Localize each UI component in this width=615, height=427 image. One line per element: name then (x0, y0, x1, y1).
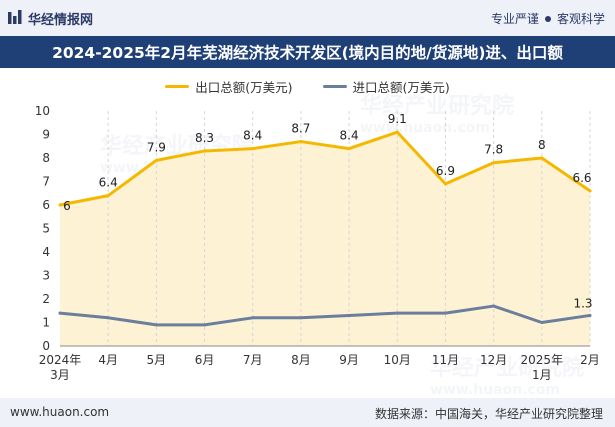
import-line (58, 304, 592, 327)
x-tick-label-1: 4月 (98, 353, 118, 367)
legend-swatch-import (322, 84, 347, 88)
y-tick-label-1: 1 (42, 316, 50, 330)
import-point-11 (588, 313, 592, 317)
import-point-6 (347, 313, 351, 317)
y-tick-label-8: 8 (42, 151, 50, 165)
tagline-right: 客观科学 (556, 12, 605, 26)
export-point-10 (540, 156, 544, 160)
export-data-label-2: 7.9 (147, 140, 166, 154)
x-tick-label-9: 12月 (480, 353, 507, 367)
legend-swatch-export (165, 84, 190, 88)
x-tick-label-7: 10月 (384, 353, 411, 367)
export-point-9 (492, 161, 496, 165)
export-point-6 (347, 147, 351, 151)
export-data-label-10: 8 (538, 138, 546, 152)
y-tick-label-5: 5 (42, 222, 50, 236)
export-point-1 (106, 194, 110, 198)
export-data-label-7: 9.1 (388, 112, 407, 126)
export-line (58, 130, 592, 207)
export-point-0 (58, 203, 62, 207)
brand[interactable]: 华经情报网 (8, 9, 94, 28)
y-tick-label-2: 2 (42, 292, 50, 306)
export-data-label-11: 6.6 (572, 171, 591, 185)
x-tick-label-3: 6月 (195, 353, 215, 367)
tagline: 专业严谨 客观科学 (491, 10, 605, 27)
export-data-label-3: 8.3 (195, 131, 214, 145)
x-tick-label-0: 2024年 (39, 353, 82, 367)
import-point-0 (58, 311, 62, 315)
y-tick-label-9: 9 (42, 128, 50, 142)
tagline-dot-icon (544, 15, 551, 22)
legend-item-import[interactable]: 进口总额(万美元) (322, 77, 450, 95)
x-tick-label-8: 11月 (432, 353, 459, 367)
export-data-label-5: 8.7 (291, 122, 310, 136)
y-tick-label-6: 6 (42, 198, 50, 212)
import-data-label-11: 1.3 (573, 296, 592, 310)
x-tick-label-2: 5月 (147, 353, 167, 367)
import-point-8 (443, 311, 447, 315)
header-bar: 华经情报网 专业严谨 客观科学 (0, 0, 615, 36)
export-data-label-8: 6.9 (436, 164, 455, 178)
export-point-8 (443, 182, 447, 186)
import-point-5 (299, 316, 303, 320)
export-data-label-9: 7.8 (484, 143, 503, 157)
y-tick-label-4: 4 (42, 245, 50, 259)
chart-legend: 出口总额(万美元) 进口总额(万美元) (0, 77, 615, 95)
x-tick-label-0-1: 3月 (50, 368, 70, 382)
footer-bar: www.huaon.com 数据来源：中国海关，华经产业研究院整理 (0, 398, 615, 427)
x-tick-label-5: 8月 (291, 353, 311, 367)
legend-label-export: 出口总额(万美元) (195, 79, 293, 95)
footer-website[interactable]: www.huaon.com (10, 405, 110, 419)
import-point-9 (492, 304, 496, 308)
x-tick-label-11: 2月 (580, 353, 600, 367)
y-tick-label-3: 3 (42, 269, 50, 283)
export-data-label-1: 6.4 (99, 176, 118, 190)
export-data-label-0: 6 (63, 199, 71, 213)
bar-logo-icon (8, 10, 22, 24)
export-data-label-6: 8.4 (340, 129, 359, 143)
export-point-3 (203, 149, 207, 153)
x-tick-label-6: 9月 (339, 353, 359, 367)
y-tick-label-7: 7 (42, 175, 50, 189)
export-point-11 (588, 189, 592, 193)
tagline-left: 专业严谨 (490, 12, 539, 26)
x-tick-label-10: 2025年 (521, 353, 564, 367)
import-point-7 (395, 311, 399, 315)
legend-item-export[interactable]: 出口总额(万美元) (165, 77, 293, 95)
chart-title: 2024-2025年2月年芜湖经济技术开发区(境内目的地/货源地)进、出口额 (0, 36, 615, 68)
import-point-1 (106, 316, 110, 320)
y-tick-label-0: 0 (42, 339, 50, 353)
x-tick-label-10-1: 1月 (532, 368, 552, 382)
y-tick-label-10: 10 (35, 104, 50, 118)
export-area (60, 132, 590, 346)
export-point-7 (395, 130, 399, 134)
export-data-label-4: 8.4 (243, 129, 262, 143)
import-point-2 (154, 323, 158, 327)
export-point-5 (299, 140, 303, 144)
export-point-4 (251, 147, 255, 151)
brand-name: 华经情报网 (28, 12, 94, 28)
legend-label-import: 进口总额(万美元) (352, 79, 450, 95)
import-point-10 (540, 321, 544, 324)
import-point-4 (251, 316, 255, 320)
export-point-2 (154, 158, 158, 162)
footer-source: 数据来源：中国海关，华经产业研究院整理 (374, 407, 603, 421)
import-point-3 (203, 323, 207, 327)
x-tick-label-4: 7月 (243, 353, 263, 367)
